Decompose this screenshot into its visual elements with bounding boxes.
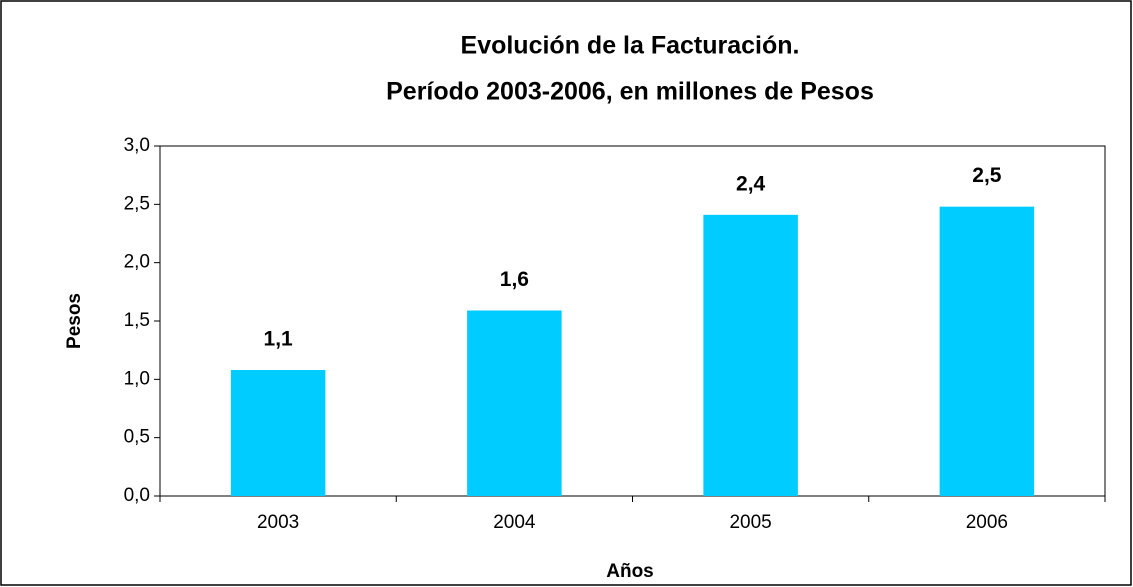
y-tick-label: 1,5 — [124, 310, 150, 331]
x-tick-label: 2005 — [729, 512, 771, 533]
y-axis-label: Pesos — [64, 293, 85, 349]
x-tick-label: 2004 — [493, 512, 536, 533]
bar — [939, 206, 1035, 496]
chart-title: Período 2003-2006, en millones de Pesos — [386, 78, 874, 106]
data-label: 1,1 — [264, 328, 294, 351]
y-tick-label: 2,5 — [124, 193, 150, 214]
x-tick-label: 2003 — [257, 512, 299, 533]
bar — [703, 214, 798, 497]
y-tick-label: 0,5 — [124, 427, 150, 448]
data-label: 2,5 — [972, 164, 1002, 187]
data-label: 2,4 — [736, 172, 766, 195]
bar — [467, 310, 562, 496]
bar — [230, 370, 326, 496]
chart-title: Evolución de la Facturación. — [461, 32, 800, 60]
x-tick-label: 2006 — [966, 512, 1008, 533]
y-tick-label: 0,0 — [124, 485, 150, 506]
y-tick-label: 3,0 — [124, 135, 150, 156]
y-tick-label: 2,0 — [124, 252, 150, 273]
x-axis-label: Años — [606, 561, 654, 582]
y-tick-label: 1,0 — [124, 368, 150, 389]
data-label: 1,6 — [500, 268, 529, 291]
